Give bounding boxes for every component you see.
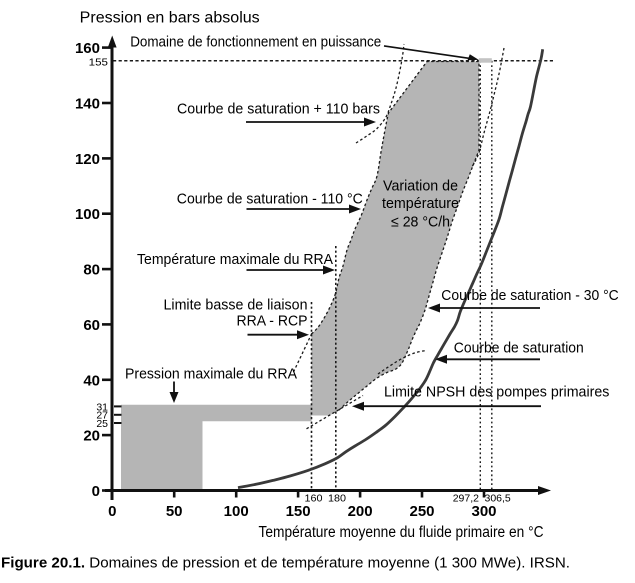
svg-text:300: 300	[471, 503, 496, 520]
svg-text:297,2: 297,2	[453, 493, 479, 505]
svg-text:100: 100	[75, 206, 100, 223]
svg-text:60: 60	[83, 317, 100, 334]
svg-text:306,5: 306,5	[485, 493, 511, 505]
svg-text:250: 250	[409, 503, 434, 520]
svg-text:Pression en bars absolus: Pression en bars absolus	[80, 10, 260, 27]
svg-text:Figure 20.1. Domaines de press: Figure 20.1. Domaines de pression et de …	[1, 555, 570, 571]
svg-text:Température moyenne du fluide: Température moyenne du fluide primaire e…	[259, 524, 544, 541]
svg-text:0: 0	[92, 483, 100, 500]
svg-text:0: 0	[108, 503, 116, 520]
svg-text:Limite NPSH des pompes primair: Limite NPSH des pompes primaires	[384, 383, 609, 400]
svg-text:température: température	[382, 195, 459, 212]
svg-text:Courbe de saturation: Courbe de saturation	[454, 339, 584, 356]
svg-text:Variation de: Variation de	[383, 178, 458, 195]
svg-text:≤ 28 °C/h: ≤ 28 °C/h	[391, 213, 450, 230]
svg-text:31: 31	[96, 401, 108, 413]
svg-text:27: 27	[96, 410, 108, 422]
svg-text:160: 160	[305, 493, 323, 505]
svg-text:Pression maximale du RRA: Pression maximale du RRA	[125, 366, 297, 383]
svg-text:150: 150	[286, 503, 311, 520]
svg-text:25: 25	[96, 418, 108, 430]
svg-text:Température maximale du RRA: Température maximale du RRA	[137, 251, 333, 268]
svg-text:200: 200	[348, 503, 373, 520]
svg-text:120: 120	[75, 151, 100, 168]
svg-text:155: 155	[89, 56, 108, 68]
svg-text:140: 140	[75, 96, 100, 113]
svg-text:Courbe de saturation - 110 °C: Courbe de saturation - 110 °C	[177, 190, 363, 207]
svg-text:Domaine de fonctionnement en p: Domaine de fonctionnement en puissance	[130, 33, 381, 50]
svg-text:100: 100	[224, 503, 249, 520]
svg-text:80: 80	[83, 262, 100, 279]
svg-text:RRA - RCP: RRA - RCP	[237, 313, 308, 330]
svg-text:20: 20	[83, 428, 100, 445]
svg-text:180: 180	[328, 493, 346, 505]
svg-text:Courbe de saturation - 30 °C: Courbe de saturation - 30 °C	[441, 287, 619, 304]
svg-text:Limite basse de liaison: Limite basse de liaison	[164, 297, 308, 314]
svg-text:40: 40	[83, 372, 100, 389]
svg-text:50: 50	[166, 503, 183, 520]
svg-text:160: 160	[75, 40, 100, 57]
svg-text:Courbe de saturation + 110 bar: Courbe de saturation + 110 bars	[177, 101, 380, 118]
